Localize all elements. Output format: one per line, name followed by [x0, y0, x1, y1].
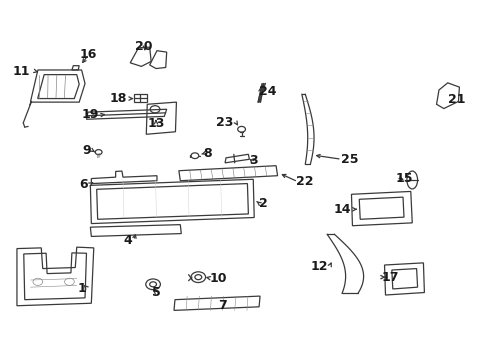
Text: 23: 23 — [216, 116, 233, 129]
Text: 2: 2 — [259, 197, 267, 210]
Text: 10: 10 — [209, 272, 226, 285]
Text: 3: 3 — [249, 154, 258, 167]
Text: 25: 25 — [340, 153, 358, 166]
Text: 20: 20 — [134, 40, 152, 53]
Text: 4: 4 — [122, 234, 131, 247]
Text: 19: 19 — [81, 108, 99, 121]
Text: 6: 6 — [79, 178, 88, 191]
Text: 16: 16 — [79, 48, 97, 61]
Text: 9: 9 — [82, 144, 91, 157]
Text: 8: 8 — [203, 147, 211, 160]
Text: 22: 22 — [295, 175, 312, 188]
Text: 17: 17 — [381, 271, 398, 284]
Text: 21: 21 — [447, 93, 464, 106]
Text: 14: 14 — [333, 203, 351, 216]
Text: 15: 15 — [394, 172, 412, 185]
Text: 5: 5 — [151, 286, 160, 299]
Text: 1: 1 — [78, 283, 86, 296]
Text: 13: 13 — [147, 117, 164, 130]
Text: 24: 24 — [259, 85, 276, 98]
Text: 18: 18 — [109, 92, 126, 105]
Text: 11: 11 — [12, 64, 30, 77]
Text: 12: 12 — [310, 260, 327, 273]
Text: 7: 7 — [218, 299, 226, 312]
